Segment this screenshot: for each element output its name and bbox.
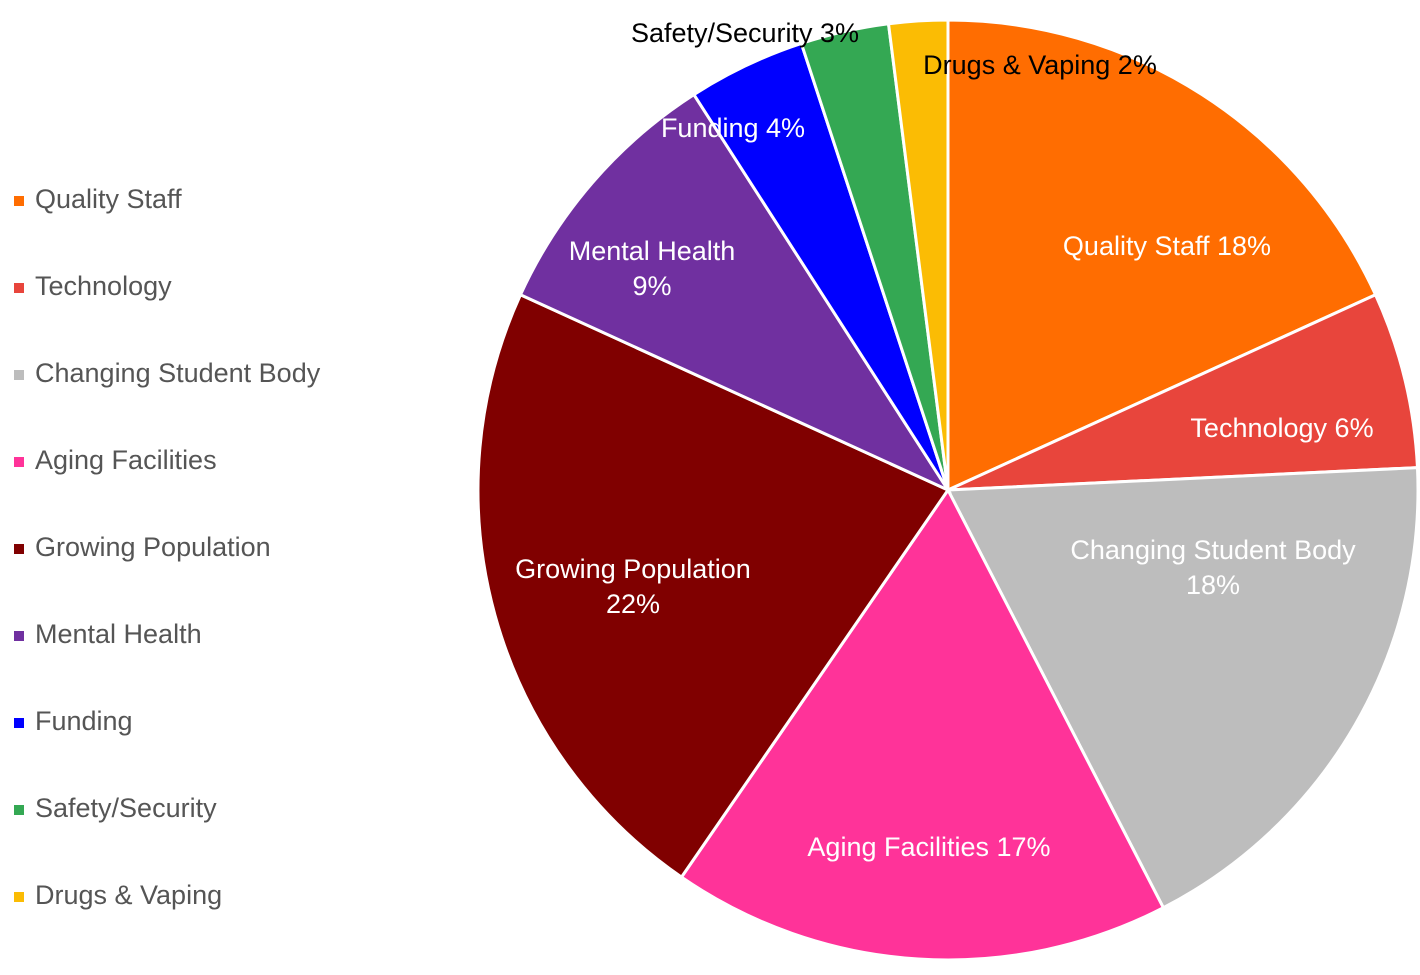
legend-label: Safety/Security <box>35 793 217 823</box>
slice-label-name: Technology <box>1190 413 1327 443</box>
slice-label-name: Aging Facilities <box>807 832 989 862</box>
slice-label: Drugs & Vaping 2% <box>923 50 1157 80</box>
legend-label: Quality Staff <box>35 184 182 214</box>
pie-slice <box>476 292 951 880</box>
legend-label: Technology <box>35 271 172 301</box>
slice-label-value: 9% <box>632 271 671 301</box>
slice-label: Growing Population 22% <box>515 554 751 619</box>
pie-slice <box>886 18 950 491</box>
slice-label-value: 4% <box>766 113 805 143</box>
legend-label: Mental Health <box>35 619 202 649</box>
slice-label-value: 18% <box>1186 570 1240 600</box>
slice-label: Changing Student Body 18% <box>1070 535 1356 600</box>
legend-label: Growing Population <box>35 532 271 562</box>
slice-label: Aging Facilities 17% <box>807 832 1050 862</box>
legend-label: Drugs & Vaping <box>35 880 222 910</box>
legend-label: Funding <box>35 706 133 736</box>
slice-label-value: 3% <box>820 18 859 48</box>
slice-label-name: Quality Staff <box>1063 231 1210 261</box>
slice-label-value: 17% <box>997 832 1051 862</box>
slice-label-value: 22% <box>606 589 660 619</box>
slice-label-value: 18% <box>1217 231 1271 261</box>
slice-label: Technology 6% <box>1190 413 1373 443</box>
slice-label: Mental Health 9% <box>569 236 736 301</box>
legend-swatch <box>14 805 24 815</box>
legend-swatch <box>14 544 24 554</box>
legend-label: Changing Student Body <box>35 358 321 388</box>
legend-swatch <box>14 370 24 380</box>
legend-swatch <box>14 283 24 293</box>
pie-slice <box>947 292 1420 492</box>
slice-label-name: Mental Health <box>569 236 736 266</box>
slice-label-name: Drugs & Vaping <box>923 50 1110 80</box>
legend-label: Aging Facilities <box>35 445 217 475</box>
pie-slice <box>946 18 1378 493</box>
slice-label: Safety/Security 3% <box>631 18 859 48</box>
pie-slice <box>945 466 1420 910</box>
slice-label-name: Safety/Security <box>631 18 813 48</box>
slices <box>476 18 1420 962</box>
slice-label: Funding 4% <box>661 113 805 143</box>
slice-label-value: 6% <box>1335 413 1374 443</box>
slice-label: Quality Staff 18% <box>1063 231 1271 261</box>
slice-label-name: Funding <box>661 113 759 143</box>
slice-label-value: 2% <box>1118 50 1157 80</box>
pie-slice <box>679 487 1166 962</box>
legend-swatch <box>14 631 24 641</box>
slice-label-name: Changing Student Body <box>1070 535 1356 565</box>
legend-swatch <box>14 718 24 728</box>
legend-swatch <box>14 196 24 206</box>
legend-swatch <box>14 457 24 467</box>
slice-label-name: Growing Population <box>515 554 751 584</box>
legend-swatch <box>14 892 24 902</box>
pie-slice <box>518 92 953 494</box>
